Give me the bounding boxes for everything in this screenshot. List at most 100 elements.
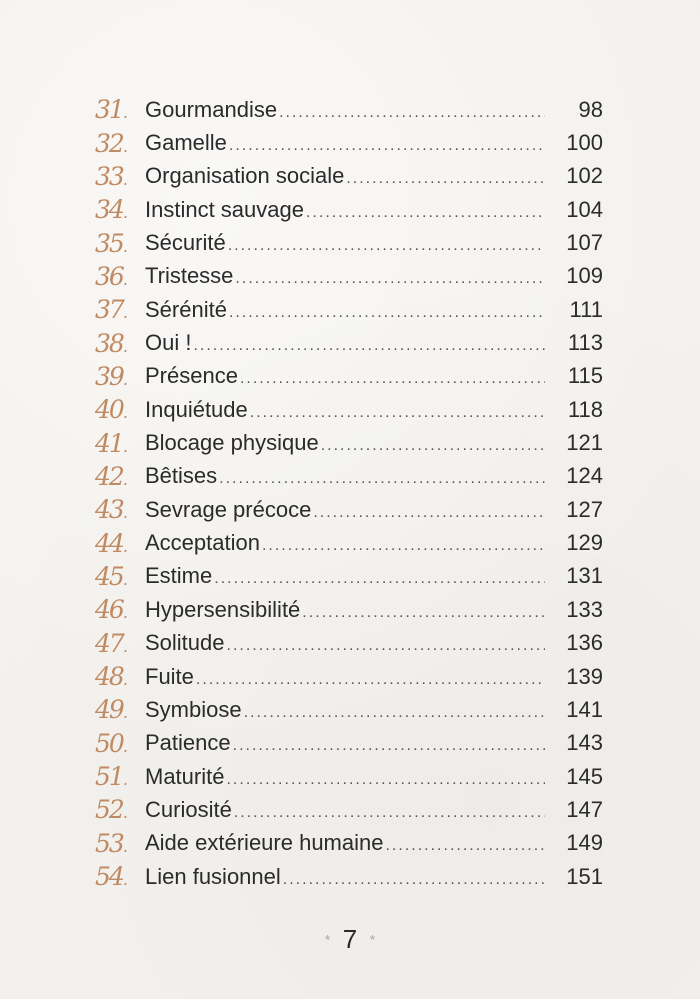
toc-entry[interactable]: 48. Fuite ..............................… bbox=[95, 660, 603, 693]
star-ornament-icon: * bbox=[324, 931, 331, 948]
dot-leader: ........................................… bbox=[282, 870, 545, 888]
dot-leader: ........................................… bbox=[226, 637, 545, 655]
chapter-number: 53. bbox=[95, 828, 128, 858]
toc-entry[interactable]: 53. Aide extérieure humaine ............… bbox=[95, 827, 603, 860]
chapter-title: Tristesse bbox=[145, 263, 234, 289]
page-reference: 127 bbox=[566, 496, 603, 522]
toc-entry[interactable]: 46. Hypersensibilité ...................… bbox=[95, 593, 603, 626]
chapter-title: Sérénité bbox=[145, 296, 227, 322]
dot-leader: ........................................… bbox=[243, 703, 545, 721]
page-reference: 115 bbox=[567, 363, 603, 389]
page-reference: 104 bbox=[566, 196, 603, 222]
chapter-title: Maturité bbox=[145, 763, 225, 789]
chapter-title: Gamelle bbox=[145, 130, 227, 156]
chapter-title: Symbiose bbox=[145, 696, 242, 722]
toc-entry[interactable]: 31. Gourmandise ........................… bbox=[95, 93, 603, 126]
chapter-number: 44. bbox=[95, 528, 128, 558]
dot-leader: ........................................… bbox=[346, 170, 545, 188]
page-reference: 124 bbox=[566, 463, 603, 489]
dot-leader: ........................................… bbox=[313, 503, 545, 521]
chapter-number: 31. bbox=[95, 95, 128, 125]
toc-entry[interactable]: 38. Oui ! ..............................… bbox=[95, 326, 603, 359]
chapter-number: 43. bbox=[95, 495, 128, 525]
chapter-number: 52. bbox=[95, 795, 128, 825]
chapter-title: Estime bbox=[145, 563, 213, 589]
dot-leader: ........................................… bbox=[228, 137, 545, 155]
dot-leader: ........................................… bbox=[219, 470, 545, 488]
chapter-title: Solitude bbox=[145, 630, 225, 656]
chapter-number: 49. bbox=[95, 695, 128, 725]
dot-leader: ........................................… bbox=[233, 803, 545, 821]
toc-entry[interactable]: 35. Sécurité ...........................… bbox=[95, 226, 603, 259]
toc-entry[interactable]: 43. Sevrage précoce ....................… bbox=[95, 493, 603, 526]
toc-entry[interactable]: 54. Lien fusionnel .....................… bbox=[95, 860, 603, 893]
toc-entry[interactable]: 42. Bêtises ............................… bbox=[95, 460, 603, 493]
chapter-number: 47. bbox=[95, 628, 128, 658]
chapter-title: Gourmandise bbox=[145, 96, 278, 122]
page-reference: 141 bbox=[566, 696, 603, 722]
dot-leader: ........................................… bbox=[214, 570, 545, 588]
chapter-number: 41. bbox=[95, 428, 128, 458]
toc-entry[interactable]: 40. Inquiétude .........................… bbox=[95, 393, 603, 426]
chapter-number: 34. bbox=[95, 195, 128, 225]
dot-leader: ........................................… bbox=[226, 770, 545, 788]
chapter-title: Organisation sociale bbox=[145, 163, 345, 189]
dot-leader: ........................................… bbox=[193, 337, 545, 355]
chapter-number: 33. bbox=[95, 161, 128, 191]
toc-entry[interactable]: 45. Estime .............................… bbox=[95, 560, 603, 593]
page-reference: 133 bbox=[566, 596, 603, 622]
toc-entry[interactable]: 44. Acceptation ........................… bbox=[95, 526, 603, 559]
toc-entry[interactable]: 33. Organisation sociale ...............… bbox=[95, 160, 603, 193]
page-reference: 102 bbox=[566, 163, 603, 189]
dot-leader: ........................................… bbox=[239, 370, 545, 388]
toc-entry[interactable]: 32. Gamelle ............................… bbox=[95, 126, 603, 159]
toc-entry[interactable]: 47. Solitude ...........................… bbox=[95, 627, 603, 660]
toc-entry[interactable]: 49. Symbiose ...........................… bbox=[95, 693, 603, 726]
page-reference: 100 bbox=[566, 130, 603, 156]
toc-entry[interactable]: 36. Tristesse ..........................… bbox=[95, 260, 603, 293]
chapter-number: 54. bbox=[95, 862, 128, 892]
chapter-title: Sécurité bbox=[145, 230, 226, 256]
star-ornament-icon: * bbox=[369, 931, 376, 948]
chapter-title: Sevrage précoce bbox=[145, 496, 312, 522]
dot-leader: ........................................… bbox=[235, 270, 545, 288]
chapter-number: 50. bbox=[95, 728, 128, 758]
page-reference: 109 bbox=[566, 263, 603, 289]
toc-entry[interactable]: 52. Curiosité ..........................… bbox=[95, 793, 603, 826]
toc-entry[interactable]: 51. Maturité ...........................… bbox=[95, 760, 603, 793]
dot-leader: ........................................… bbox=[228, 303, 545, 321]
page-reference: 131 bbox=[566, 563, 603, 589]
toc-entry[interactable]: 34. Instinct sauvage ...................… bbox=[95, 193, 603, 226]
toc-entry[interactable]: 50. Patience ...........................… bbox=[95, 727, 603, 760]
page-reference: 151 bbox=[566, 863, 603, 889]
toc-entry[interactable]: 39. Présence ...........................… bbox=[95, 360, 603, 393]
toc-entry[interactable]: 41. Blocage physique ...................… bbox=[95, 426, 603, 459]
chapter-title: Curiosité bbox=[145, 796, 232, 822]
dot-leader: ........................................… bbox=[302, 603, 545, 621]
chapter-title: Instinct sauvage bbox=[145, 196, 304, 222]
chapter-title: Blocage physique bbox=[145, 430, 319, 456]
page-reference: 107 bbox=[566, 230, 603, 256]
chapter-title: Patience bbox=[145, 730, 231, 756]
page-reference: 113 bbox=[567, 330, 603, 356]
chapter-number: 40. bbox=[95, 395, 128, 425]
chapter-title: Inquiétude bbox=[145, 396, 248, 422]
chapter-title: Aide extérieure humaine bbox=[145, 830, 384, 856]
page-reference: 145 bbox=[566, 763, 603, 789]
toc-entry[interactable]: 37. Sérénité ...........................… bbox=[95, 293, 603, 326]
chapter-number: 35. bbox=[95, 228, 128, 258]
dot-leader: ........................................… bbox=[305, 203, 545, 221]
chapter-title: Présence bbox=[145, 363, 238, 389]
chapter-title: Lien fusionnel bbox=[145, 863, 281, 889]
table-of-contents: 31. Gourmandise ........................… bbox=[95, 93, 603, 893]
chapter-title: Hypersensibilité bbox=[145, 596, 301, 622]
page-number: 7 bbox=[342, 924, 358, 954]
page-reference: 136 bbox=[566, 630, 603, 656]
page-reference: 149 bbox=[566, 830, 603, 856]
chapter-number: 42. bbox=[95, 461, 128, 491]
dot-leader: ........................................… bbox=[261, 537, 545, 555]
chapter-number: 46. bbox=[95, 595, 128, 625]
chapter-number: 38. bbox=[95, 328, 128, 358]
page-reference: 98 bbox=[578, 96, 603, 122]
page-reference: 139 bbox=[566, 663, 603, 689]
